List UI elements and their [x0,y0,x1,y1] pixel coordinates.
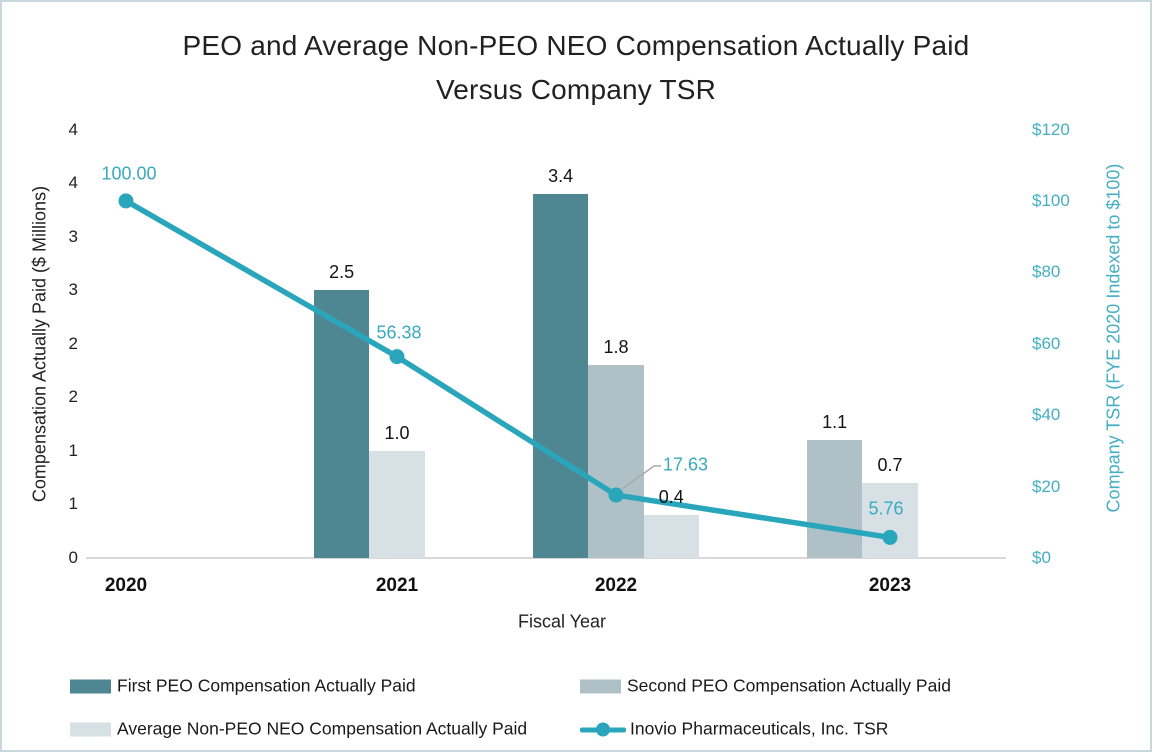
legend-swatch-icon [70,679,111,693]
legend-label: First PEO Compensation Actually Paid [117,675,416,696]
left-tick-label: 3 [68,280,78,300]
legend-item-inovio-pharmaceuticals-inc-tsr: Inovio Pharmaceuticals, Inc. TSR [580,719,888,740]
x-axis-line [86,557,1006,559]
legend-item-average-non-peo-neo-compensation-actually-paid: Average Non-PEO NEO Compensation Actuall… [70,719,527,740]
bar-value-label: 3.4 [548,165,574,186]
x-tick-label-2021: 2021 [375,575,419,596]
chart-title-line2: Versus Company TSR [435,74,717,105]
right-tick-label: $100 [1032,190,1070,210]
legend-swatch-icon [70,722,111,736]
legend-line-marker-icon [580,722,626,736]
legend-label: Average Non-PEO NEO Compensation Actuall… [117,718,528,739]
tsr-value-label-2020: 100.00 [101,163,157,184]
chart-title: PEO and Average Non-PEO NEO Compensation… [2,24,1150,112]
right-tick-label: $60 [1032,333,1061,353]
x-axis-title: Fiscal Year [517,611,607,632]
left-tick-label: 4 [68,173,78,193]
left-tick-label: 0 [68,548,78,567]
left-tick-label: 4 [68,119,78,139]
left-tick-label: 2 [68,333,78,353]
legend-label: Inovio Pharmaceuticals, Inc. TSR [630,718,889,739]
legend-line-dot [596,722,610,736]
x-tick-label-2020: 2020 [104,575,148,596]
chart-title-line1: PEO and Average Non-PEO NEO Compensation… [182,30,970,61]
right-tick-label: $120 [1032,119,1070,139]
x-tick-label-2023: 2023 [868,575,912,596]
x-tick-label-2022: 2022 [594,575,638,596]
legend-item-first-peo-compensation-actually-paid: First PEO Compensation Actually Paid [70,676,416,697]
right-tick-label: $0 [1032,548,1051,567]
left-tick-label: 2 [68,387,78,407]
legend-item-second-peo-compensation-actually-paid: Second PEO Compensation Actually Paid [580,676,951,697]
right-tick-label: $80 [1032,262,1061,282]
left-tick-label: 1 [68,494,78,514]
legend-swatch-icon [580,679,621,693]
left-tick-label: 3 [68,226,78,246]
right-tick-label: $20 [1032,476,1061,496]
right-tick-label: $40 [1032,405,1061,425]
legend-label: Second PEO Compensation Actually Paid [627,675,951,696]
left-tick-label: 1 [68,440,78,460]
